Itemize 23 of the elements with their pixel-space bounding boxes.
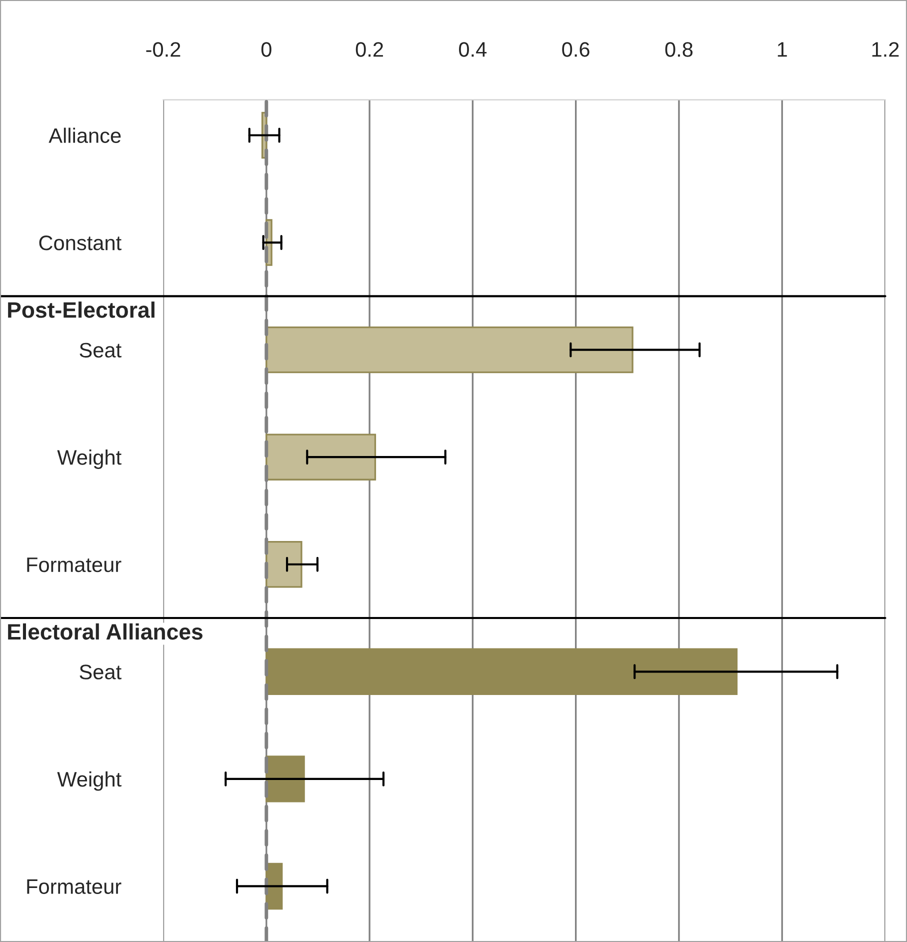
bar bbox=[266, 326, 634, 374]
bar bbox=[266, 434, 376, 480]
x-tick-label: 1 bbox=[778, 42, 787, 57]
text: Post-Electoral bbox=[8, 302, 154, 318]
x-tick-label: 1.2 bbox=[872, 42, 899, 57]
y-tick-label: Constant bbox=[39, 236, 122, 250]
x-tick-label: 0.8 bbox=[665, 42, 693, 57]
y-tick-label: Seat bbox=[80, 342, 122, 358]
y-tick-label: Weight bbox=[57, 450, 122, 469]
x-tick-label: 0.2 bbox=[356, 42, 383, 57]
x-tick-label: 0 bbox=[261, 42, 272, 57]
x-tick-label: -0.2 bbox=[146, 42, 180, 57]
y-tick-label: Formateur bbox=[27, 558, 122, 572]
bar bbox=[266, 756, 305, 802]
y-tick-label: Weight bbox=[57, 771, 122, 791]
y-tick-label: Alliance bbox=[48, 128, 121, 144]
bar bbox=[266, 541, 302, 588]
bar bbox=[266, 648, 738, 696]
annotation: Electoral Alliances bbox=[8, 623, 202, 640]
x-tick-label: 0.6 bbox=[562, 42, 590, 57]
y-tick-label: Formateur bbox=[27, 879, 122, 894]
x-tick-label: 0.4 bbox=[459, 42, 487, 57]
y-tick-label: Seat bbox=[80, 664, 122, 680]
